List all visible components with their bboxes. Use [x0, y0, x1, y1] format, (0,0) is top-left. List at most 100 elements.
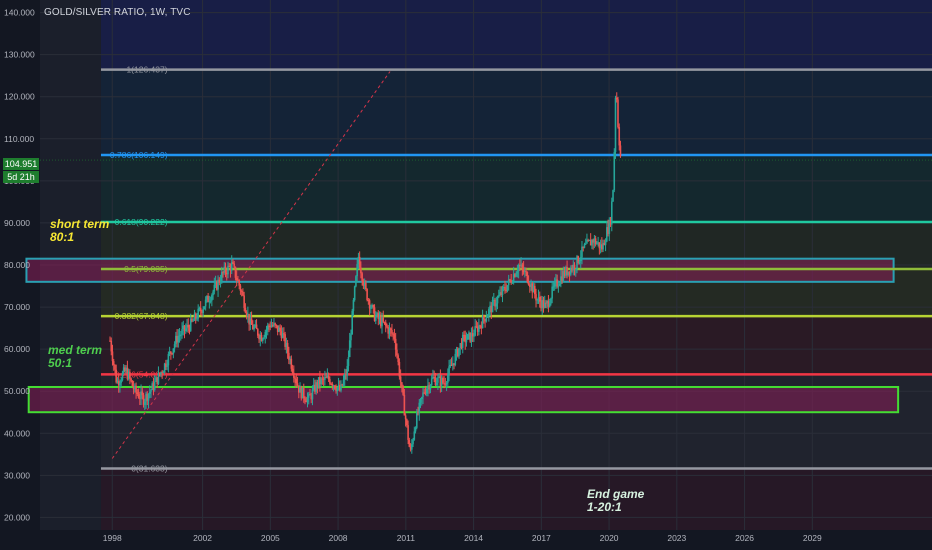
candle-body: [199, 307, 202, 311]
candle-body: [381, 317, 383, 327]
candle-body: [172, 348, 175, 354]
candle-body: [497, 295, 500, 298]
candle-body: [393, 334, 396, 339]
candle-body: [547, 301, 550, 307]
candle-body: [213, 284, 216, 292]
candle-body: [443, 382, 445, 384]
candle-body: [239, 285, 242, 291]
candle-body: [155, 377, 157, 382]
candle-body: [334, 385, 336, 389]
candle-body: [412, 439, 414, 445]
candle-body: [309, 394, 311, 396]
candle-body: [168, 351, 171, 355]
candle-body: [470, 333, 473, 342]
candle-body: [296, 383, 299, 386]
candle-body: [373, 307, 376, 321]
candle-body: [473, 335, 475, 337]
candle-body: [304, 398, 306, 401]
candle-body: [351, 310, 353, 335]
candle-body: [464, 335, 467, 343]
candle-body: [348, 340, 351, 358]
candle-body: [413, 431, 416, 440]
candle-body: [414, 427, 417, 432]
candle-body: [525, 271, 527, 273]
candle-body: [588, 240, 591, 242]
candle-body: [183, 325, 186, 331]
candle-body: [360, 267, 362, 274]
candle-body: [145, 393, 147, 402]
candle-body: [342, 379, 345, 386]
candle-body: [143, 401, 146, 405]
x-tick-label: 2005: [261, 533, 280, 543]
candle-body: [124, 367, 126, 371]
candle-body: [389, 328, 392, 330]
candle-body: [248, 313, 250, 325]
candle-body: [242, 291, 244, 296]
candle-body: [240, 290, 243, 292]
candle-body: [217, 279, 219, 290]
candle-body: [228, 265, 231, 267]
candle-body: [450, 364, 453, 366]
bar-countdown-badge: 5d 21h: [3, 171, 39, 183]
candle-body: [558, 283, 561, 286]
candle-body: [538, 296, 541, 302]
candle-body: [576, 256, 578, 269]
candle-body: [196, 318, 198, 320]
candle-body: [252, 324, 254, 330]
candle-body: [430, 378, 433, 385]
candle-body: [347, 357, 350, 367]
candle-body: [551, 286, 553, 299]
candle-body: [377, 313, 380, 320]
candle-body: [207, 295, 209, 303]
candle-body: [152, 383, 155, 391]
candle-body: [227, 265, 229, 275]
candle-body: [447, 374, 449, 383]
candle-body: [604, 241, 607, 246]
candle-body: [291, 368, 294, 373]
candle-body: [212, 291, 214, 296]
fib-level-label: 0.618(90.222): [115, 217, 168, 227]
candle-body: [120, 380, 122, 383]
candle-body: [598, 242, 601, 249]
candle-body: [288, 352, 290, 360]
candle-body: [235, 277, 238, 281]
candle-body: [579, 257, 582, 262]
candle-body: [245, 312, 248, 317]
candle-body: [577, 256, 580, 264]
x-tick-label: 2008: [329, 533, 348, 543]
fib-zone-bottom: [100, 468, 932, 530]
candle-body: [173, 344, 176, 349]
candle-body: [137, 394, 140, 398]
short-term-annotation: short term 80:1: [50, 217, 110, 244]
candle-body: [372, 305, 375, 308]
candle-body: [171, 353, 173, 355]
candle-body: [197, 308, 199, 319]
candle-body: [438, 376, 440, 378]
candle-body: [153, 381, 156, 391]
candle-body: [129, 372, 131, 379]
candle-body: [279, 327, 281, 332]
candle-body: [500, 292, 503, 296]
candle-body: [157, 372, 160, 384]
candle-body: [275, 324, 278, 326]
candle-body: [599, 244, 602, 249]
candle-body: [543, 302, 546, 308]
candle-body: [132, 385, 135, 390]
candle-body: [507, 279, 510, 286]
candle-body: [556, 279, 558, 287]
candle-body: [466, 334, 469, 340]
candle-body: [614, 97, 617, 153]
candle-body: [271, 325, 274, 327]
candle-body: [214, 281, 217, 285]
y-tick-label: 60.000: [4, 344, 30, 354]
candle-body: [574, 268, 577, 271]
candle-body: [350, 334, 352, 341]
candle-body: [203, 306, 206, 310]
candle-body: [613, 152, 616, 191]
candle-body: [135, 385, 137, 393]
candle-body: [453, 363, 455, 365]
candle-body: [257, 329, 259, 336]
candle-body: [607, 227, 609, 234]
candle-body: [553, 281, 556, 287]
